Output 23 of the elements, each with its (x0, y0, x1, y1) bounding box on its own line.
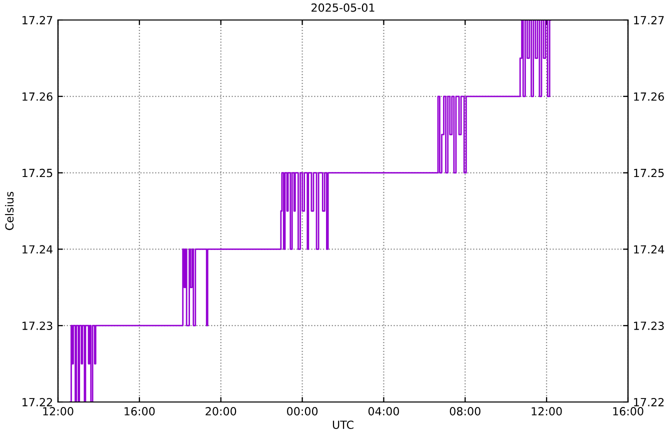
x-tick-label: 16:00 (124, 407, 155, 416)
x-tick-label: 16:00 (613, 407, 644, 416)
y2-tick-label: 17.23 (634, 322, 664, 330)
x-tick-label: 20:00 (206, 407, 236, 416)
x-tick-label: 12:00 (532, 407, 562, 416)
y2-tick-label: 17.26 (634, 92, 664, 101)
y-tick-label: 17.22 (22, 398, 52, 406)
y-tick-label: 17.27 (22, 16, 52, 24)
y-axis-title: Celsius (5, 192, 14, 230)
x-tick-label: 00:00 (287, 407, 318, 416)
x-tick-label: 12:00 (43, 407, 74, 416)
y-tick-label: 17.25 (22, 168, 52, 178)
y-tick-label: 17.24 (22, 245, 53, 254)
x-tick-label: 04:00 (368, 407, 399, 416)
y-tick-label: 17.26 (22, 92, 52, 101)
x-axis-title: UTC (332, 420, 354, 429)
y2-tick-label: 17.27 (634, 16, 664, 24)
y2-tick-label: 17.24 (634, 245, 664, 254)
y2-tick-label: 17.22 (634, 398, 664, 406)
x-tick-label: 08:00 (450, 407, 480, 416)
chart-title: 2025-05-01 (312, 3, 374, 12)
y2-tick-label: 17.25 (634, 168, 664, 178)
y-tick-label: 17.23 (22, 322, 52, 330)
